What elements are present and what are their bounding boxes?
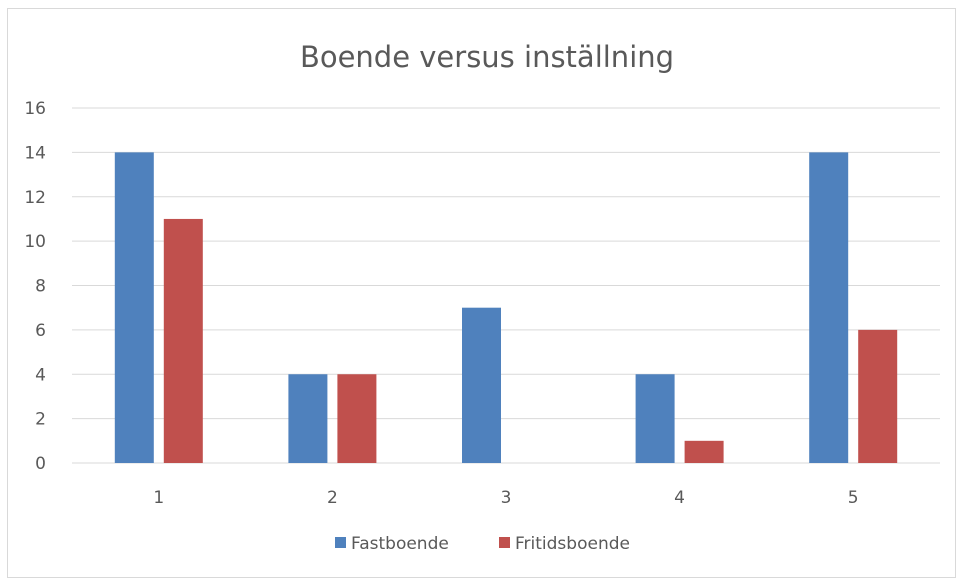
x-tick-label: 4 [674,488,685,508]
legend-label-fastboende: Fastboende [351,534,449,554]
bar-fritidsboende-5 [858,329,898,463]
y-tick-label: 14 [24,143,46,163]
y-tick-label: 16 [24,99,46,119]
x-axis-ticks: 1 2 3 4 5 [153,488,858,508]
x-tick-label: 1 [153,488,164,508]
bar-fastboende-5 [809,152,849,463]
bar-fastboende-4 [635,374,675,463]
y-tick-label: 4 [35,365,46,385]
legend-label-fritidsboende: Fritidsboende [515,534,630,554]
gridlines [72,107,940,464]
y-tick-label: 2 [35,410,46,430]
y-axis-ticks: 0 2 4 6 8 10 12 14 16 [24,99,46,474]
bar-fastboende-2 [288,374,328,463]
bar-fritidsboende-1 [163,218,203,463]
y-tick-label: 10 [24,232,46,252]
x-tick-label: 3 [501,488,512,508]
x-tick-label: 2 [327,488,338,508]
legend: Fastboende Fritidsboende [335,534,630,554]
bar-fastboende-3 [462,307,501,463]
chart-title: Boende versus inställning [300,40,674,74]
legend-swatch-fritidsboende [499,537,510,548]
bar-fastboende-1 [114,152,154,463]
bars [114,152,898,463]
bar-fritidsboende-4 [684,440,724,463]
legend-swatch-fastboende [335,537,346,548]
y-tick-label: 12 [24,188,46,208]
y-tick-label: 8 [35,277,46,297]
x-tick-label: 5 [848,488,859,508]
y-tick-label: 0 [35,454,46,474]
y-tick-label: 6 [35,321,46,341]
bar-fritidsboende-2 [337,374,377,463]
